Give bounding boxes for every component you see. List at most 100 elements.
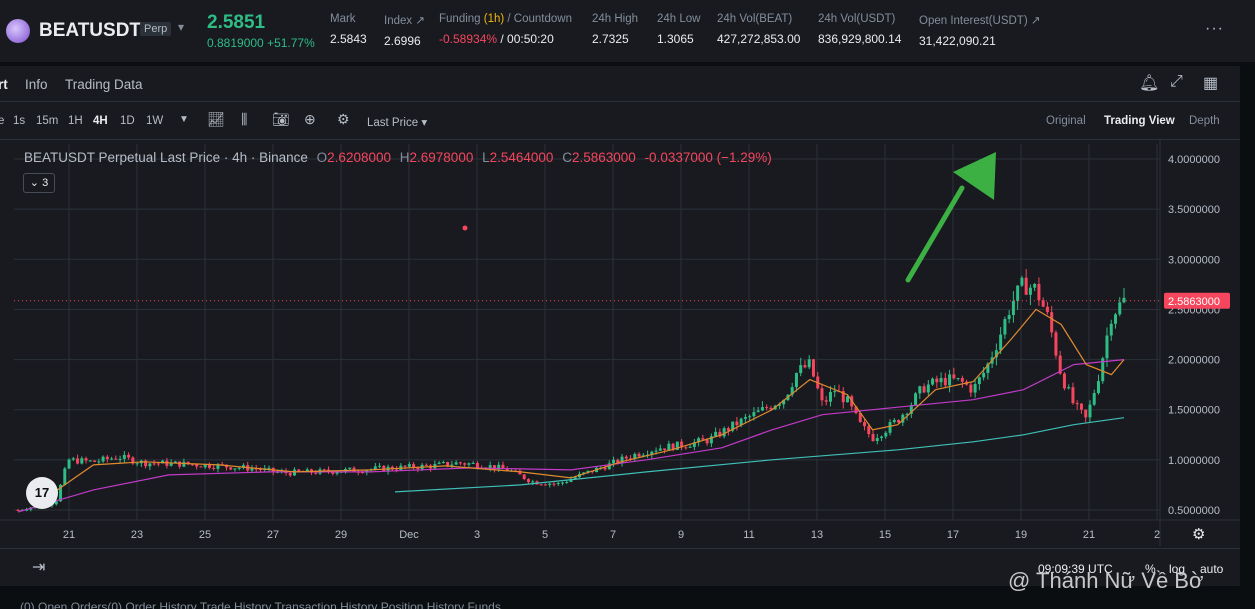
candle-body (1028, 287, 1032, 295)
candle-body (880, 436, 884, 439)
candle-body (680, 441, 684, 448)
candle-body (833, 391, 837, 393)
price-chart[interactable]: 4.00000003.50000003.00000002.50000002.00… (0, 140, 1240, 546)
interval-1s[interactable]: 1s (13, 115, 26, 127)
view-depth[interactable]: Depth (1189, 115, 1220, 127)
candle-body (488, 465, 492, 469)
candle-body (314, 472, 318, 474)
candle-body (918, 386, 922, 394)
candle-body (1037, 283, 1041, 301)
interval-1h[interactable]: 1H (68, 115, 83, 127)
more-intervals-icon[interactable]: ▼ (179, 114, 189, 125)
log-toggle[interactable]: log (1169, 562, 1186, 576)
interval-1d[interactable]: 1D (120, 115, 135, 127)
candle-body (926, 384, 930, 393)
chevron-down-icon[interactable]: ▾ (178, 20, 185, 34)
candle-body (395, 469, 399, 471)
candle-body (1058, 355, 1062, 374)
interval-1w[interactable]: 1W (146, 115, 164, 127)
candle-body (497, 464, 501, 470)
settings-icon[interactable]: ⚙︎ (337, 111, 350, 127)
candle-body (67, 459, 71, 469)
candle-body (1024, 277, 1028, 295)
candle-body (1033, 283, 1037, 288)
candle-body (148, 463, 152, 467)
symbol-name[interactable]: BEATUSDT (39, 20, 142, 41)
add-icon[interactable]: ⊕ (304, 111, 316, 127)
view-original[interactable]: Original (1046, 115, 1086, 127)
ohlc-close: 2.5863000 (571, 150, 636, 165)
candle-body (437, 462, 441, 464)
candle-body (922, 386, 926, 393)
view-trading-view[interactable]: Trading View (1104, 115, 1175, 127)
candle-body (807, 359, 811, 368)
tab-info[interactable]: Info (25, 77, 48, 92)
stat-funding: Funding (1h) / Countdown -0.58934% / 00:… (439, 13, 572, 46)
stat-open-interest[interactable]: Open Interest(USDT) ↗ 31,422,090.21 (919, 15, 1041, 48)
candle-body (663, 448, 667, 451)
candle-body (216, 464, 220, 469)
indicator-icon[interactable]: 📈︎ (207, 111, 225, 127)
candle-body (361, 472, 365, 474)
candle-body (1071, 387, 1075, 404)
more-icon[interactable]: ··· (1205, 20, 1224, 37)
percent-toggle[interactable]: % (1145, 562, 1156, 576)
candle-body (616, 459, 620, 464)
candle-body (799, 365, 803, 374)
candle-body (752, 412, 756, 417)
candle-body (212, 467, 216, 469)
x-tick-label: 21 (1083, 529, 1095, 541)
stat-index[interactable]: Index ↗ 2.6996 (384, 15, 425, 48)
bell-icon[interactable]: 🔔︎ (1139, 75, 1160, 92)
stat-mark: Mark 2.5843 (330, 13, 367, 46)
price-source-select[interactable]: Last Price ▾ (367, 117, 428, 129)
candle-body (76, 458, 80, 464)
candle-body (531, 481, 535, 483)
tradingview-logo: 17 (26, 477, 58, 509)
candle-body (748, 416, 752, 418)
candle-body (1122, 297, 1126, 303)
candle-body (501, 464, 505, 469)
candle-body (54, 501, 58, 505)
candle-body (1003, 319, 1007, 335)
layout-grid-icon[interactable]: ▦ (1203, 75, 1219, 92)
candle-body (569, 479, 573, 482)
camera-icon[interactable]: 📷︎ (272, 111, 290, 127)
candle-type-icon[interactable]: ⫼ (241, 111, 248, 127)
utc-time[interactable]: 09:09:39 UTC (1038, 562, 1113, 576)
candle-body (739, 418, 743, 426)
tab-chart[interactable]: rt (0, 77, 8, 92)
auto-toggle[interactable]: auto (1200, 562, 1224, 576)
collapse-indicators-button[interactable]: ⌄ 3 (23, 173, 55, 193)
candle-body (207, 464, 211, 468)
candle-body (84, 458, 88, 461)
candle-body (258, 469, 262, 471)
ohlc-low: 2.5464000 (489, 150, 554, 165)
expand-icon[interactable]: ⤢ (1170, 73, 1183, 90)
candle-body (1016, 285, 1020, 301)
candle-body (114, 458, 118, 460)
goto-date-icon[interactable]: ⇥ (32, 559, 46, 576)
x-tick-label: 2 (1154, 529, 1160, 541)
candle-body (195, 464, 199, 467)
x-tick-label: 9 (678, 529, 684, 541)
candle-body (1079, 403, 1083, 410)
candle-body (641, 455, 645, 457)
candle-body (229, 467, 233, 470)
tab-trading-data[interactable]: Trading Data (65, 77, 143, 92)
candle-body (624, 456, 628, 459)
interval-time[interactable]: e (0, 115, 5, 127)
candle-body (63, 468, 67, 485)
candle-body (1096, 381, 1100, 394)
y-tick-label: 4.0000000 (1168, 154, 1220, 166)
stat-24h-low: 24h Low 1.3065 (657, 13, 701, 46)
x-tick-label: 13 (811, 529, 823, 541)
last-price: 2.5851 (207, 12, 266, 33)
interval-15m[interactable]: 15m (36, 115, 59, 127)
candle-body (901, 414, 905, 423)
candle-body (858, 413, 862, 423)
x-tick-label: 15 (879, 529, 891, 541)
candle-body (16, 509, 20, 511)
interval-4h[interactable]: 4H (93, 115, 108, 127)
candle-body (1088, 404, 1092, 418)
